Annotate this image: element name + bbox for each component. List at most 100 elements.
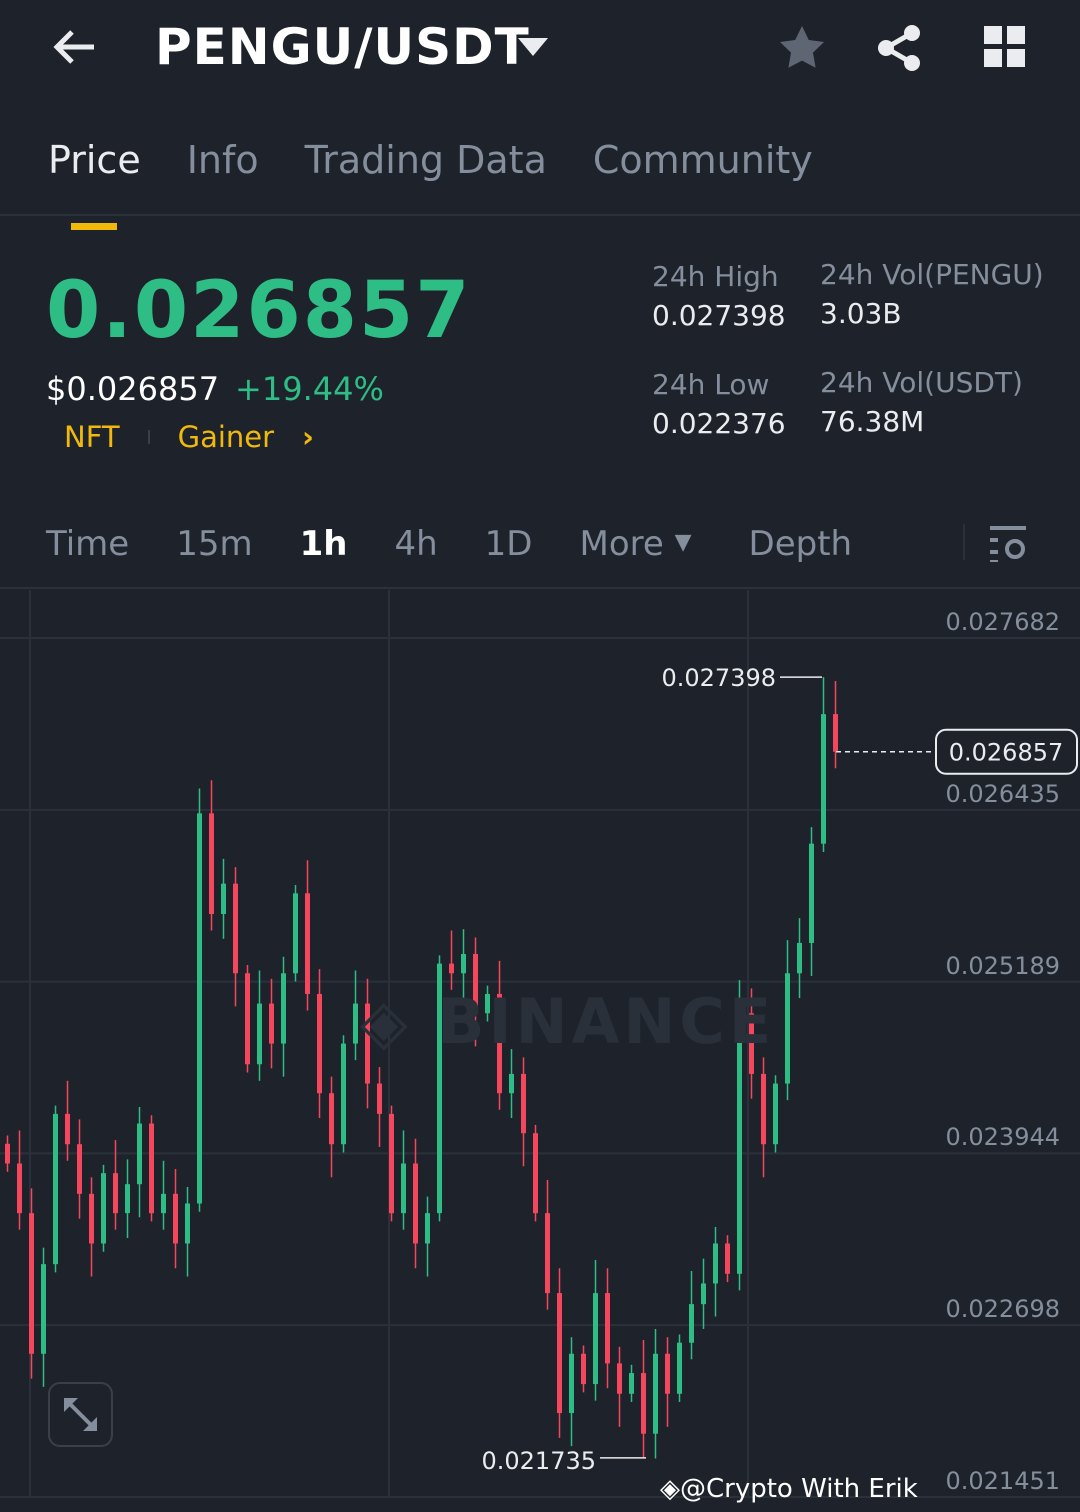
candle-body: [485, 993, 490, 1014]
candle-body: [833, 714, 838, 752]
candle-body: [641, 1373, 646, 1434]
candle-body: [197, 813, 202, 1204]
candle-body: [101, 1173, 106, 1244]
candle-body: [437, 963, 442, 1214]
arrow-left-icon: [53, 30, 94, 64]
watermark: ◈@Crypto With Erik: [660, 1474, 918, 1504]
candle-body: [257, 1003, 262, 1065]
stat-24h-high: 24h High 0.027398: [652, 260, 786, 332]
candle-body: [545, 1213, 550, 1294]
tags: NFT Gainer ›: [64, 420, 314, 454]
candle-body: [341, 1043, 346, 1145]
candle-body: [5, 1143, 10, 1164]
stat-24h-vol-base: 24h Vol(PENGU) 3.03B: [820, 258, 1044, 330]
y-tick-label: 0.022698: [945, 1295, 1060, 1324]
stat-value: 0.022376: [652, 407, 786, 440]
candle-body: [737, 1013, 742, 1274]
candle-body: [797, 942, 802, 974]
back-button[interactable]: [50, 22, 100, 76]
y-tick-label: 0.021451: [945, 1467, 1060, 1495]
candle-body: [497, 993, 502, 1094]
tf-depth[interactable]: Depth: [748, 524, 853, 564]
candle-body: [521, 1073, 526, 1134]
tf-4h[interactable]: 4h: [394, 524, 438, 564]
y-tick-label: 0.027682: [945, 608, 1060, 636]
candle-body: [173, 1193, 178, 1244]
candle-body: [41, 1264, 46, 1354]
last-price-label: 0.026857: [949, 739, 1064, 767]
tab-info[interactable]: Info: [186, 138, 259, 182]
divider: [0, 214, 1080, 216]
caret-down-icon[interactable]: [518, 36, 548, 62]
stat-24h-vol-quote: 24h Vol(USDT) 76.38M: [820, 366, 1023, 438]
candle-body: [53, 1113, 58, 1265]
candle-body: [629, 1373, 634, 1394]
divider: [0, 587, 1080, 589]
candle-body: [77, 1144, 82, 1194]
candle-body: [413, 1163, 418, 1244]
candle-body: [605, 1293, 610, 1364]
tf-1d[interactable]: 1D: [484, 524, 533, 564]
stat-value: 3.03B: [820, 297, 902, 330]
share-icon[interactable]: [876, 24, 922, 76]
candle-body: [533, 1133, 538, 1214]
tab-price[interactable]: Price: [48, 138, 141, 230]
candle-body: [821, 714, 826, 844]
stat-24h-low: 24h Low 0.022376: [652, 368, 786, 440]
candle-body: [245, 973, 250, 1065]
y-tick-label: 0.025189: [945, 951, 1060, 980]
tf-15m[interactable]: 15m: [176, 524, 253, 564]
candle-body: [593, 1293, 598, 1385]
candle-body: [377, 1083, 382, 1114]
candle-body: [653, 1353, 658, 1434]
pair-title[interactable]: PENGU/USDT: [155, 18, 530, 76]
stat-value: 76.38M: [820, 405, 925, 438]
tf-time[interactable]: Time: [46, 524, 130, 564]
candle-body: [677, 1342, 682, 1394]
divider: [963, 524, 965, 560]
candle-body: [353, 1003, 358, 1044]
candle-body: [509, 1073, 514, 1094]
candle-body: [233, 883, 238, 974]
candle-body: [269, 1003, 274, 1044]
candle-body: [449, 963, 454, 974]
candle-body: [401, 1163, 406, 1214]
usd-price: $0.026857: [46, 370, 220, 408]
candle-body: [317, 993, 322, 1094]
price-sub: $0.026857 +19.44%: [46, 370, 384, 408]
candle-body: [701, 1283, 706, 1305]
candle-body: [713, 1243, 718, 1284]
stat-label: 24h Low: [652, 368, 770, 401]
tag-nft[interactable]: NFT: [64, 420, 120, 454]
candle-body: [365, 1003, 370, 1084]
stat-label: 24h Vol(PENGU): [820, 258, 1044, 291]
candle-body: [617, 1363, 622, 1394]
tab-community[interactable]: Community: [592, 138, 813, 182]
chevron-right-icon[interactable]: ›: [302, 420, 314, 454]
chart-settings-icon[interactable]: [990, 524, 1028, 566]
candle-body: [125, 1184, 130, 1214]
tab-trading-data[interactable]: Trading Data: [304, 138, 547, 182]
stat-value: 0.027398: [652, 299, 786, 332]
candle-body: [209, 813, 214, 914]
star-icon[interactable]: [778, 24, 826, 76]
candle-body: [221, 883, 226, 914]
tag-gainer[interactable]: Gainer: [177, 420, 275, 454]
candle-body: [785, 973, 790, 1084]
fullscreen-button[interactable]: [48, 1382, 113, 1447]
candle-body: [425, 1213, 430, 1244]
tf-1h[interactable]: 1h: [299, 524, 348, 564]
candle-body: [461, 953, 466, 974]
candle-body: [137, 1123, 142, 1185]
candle-body: [761, 1073, 766, 1145]
grid-icon[interactable]: [984, 26, 1026, 72]
tf-more[interactable]: More ▼: [579, 524, 691, 564]
candle-body: [305, 893, 310, 994]
candle-body: [17, 1163, 22, 1214]
candle-body: [185, 1203, 190, 1244]
candle-body: [389, 1113, 394, 1214]
stat-label: 24h Vol(USDT): [820, 366, 1023, 399]
last-price: 0.026857: [46, 266, 472, 356]
watermark-text: @Crypto With Erik: [680, 1474, 918, 1504]
